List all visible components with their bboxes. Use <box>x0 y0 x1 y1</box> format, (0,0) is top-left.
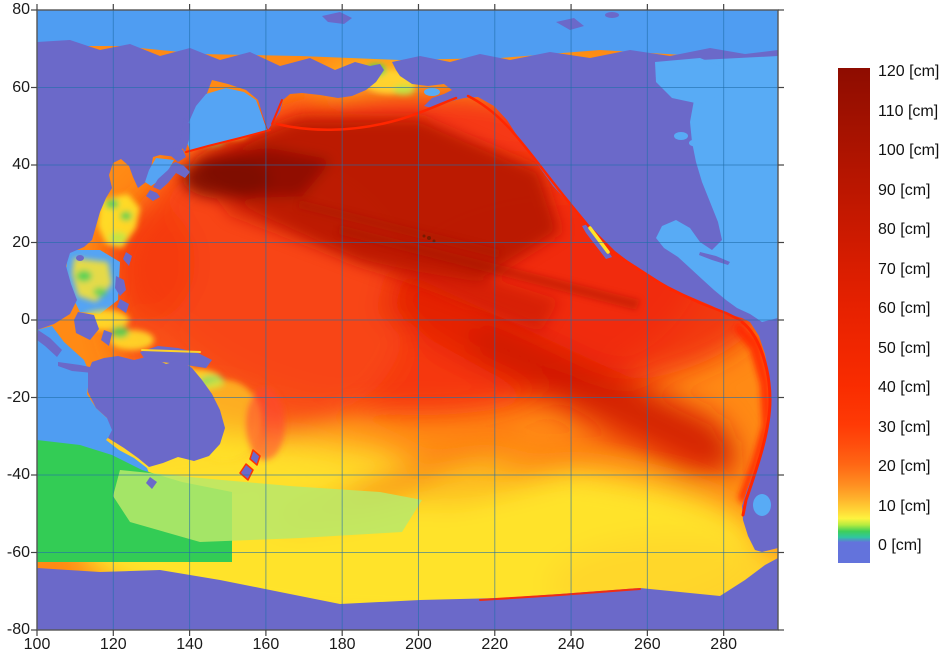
x-tick-label: 140 <box>176 636 203 653</box>
hawaii-island <box>427 236 431 240</box>
colorbar <box>838 68 870 563</box>
x-tick-label: 200 <box>405 636 432 653</box>
arctic-island-1 <box>322 12 352 24</box>
land-antarctica <box>37 558 778 630</box>
land-hokkaido <box>171 148 186 162</box>
mexico-coast-fringe <box>610 250 742 322</box>
land-luzon <box>115 276 126 296</box>
land-tasmania <box>146 477 157 489</box>
colorbar-tick-label: 10 [cm] <box>878 497 931 515</box>
colorbar-tick-label: 100 [cm] <box>878 142 940 159</box>
aleutian-fringe <box>275 96 458 132</box>
land-java <box>58 362 95 373</box>
new-guinea-fringe <box>141 349 201 353</box>
y-tick-label: -40 <box>6 466 30 483</box>
land-americas <box>392 48 778 552</box>
x-tick-label: 280 <box>710 636 738 653</box>
land-hainan <box>76 255 84 261</box>
y-tick-label: -60 <box>6 543 30 561</box>
argentina-gulf <box>753 494 771 516</box>
colorbar-tick-label: 70 [cm] <box>878 260 931 278</box>
colorbar-tick-label: 60 [cm] <box>878 300 931 317</box>
kamchatka-fringe <box>271 99 283 125</box>
antarctica-fringe <box>479 588 641 601</box>
colorbar-tick-label: 80 [cm] <box>878 221 931 238</box>
y-tick-label: 40 <box>12 156 30 173</box>
colorbar-tick-label: 120 [cm] <box>878 63 940 80</box>
x-tick-label: 240 <box>557 636 585 653</box>
land-kyushu <box>146 190 160 201</box>
colorbar-tick-label: 90 [cm] <box>878 181 931 199</box>
x-tick-label: 180 <box>328 636 356 653</box>
y-tick-label: 0 <box>21 311 30 328</box>
y-tick-label: 20 <box>12 233 30 251</box>
land-australia <box>88 356 225 467</box>
south-america-coast-fringe <box>740 320 772 517</box>
gridlines <box>37 10 778 630</box>
norton-sound <box>424 88 440 96</box>
gulf-of-california <box>588 226 610 254</box>
y-tick-label: -20 <box>6 388 30 406</box>
x-tick-label: 260 <box>634 636 661 653</box>
land-eurasia <box>37 40 384 330</box>
kuril-fringe <box>185 129 271 153</box>
atlantic-ocean <box>656 56 778 322</box>
colorbar-tick-label: 50 [cm] <box>878 339 931 357</box>
north-america-coast-fringe <box>466 94 608 249</box>
hawaii-island <box>422 234 426 238</box>
y-tick-label: 80 <box>12 1 30 18</box>
source-dark-red-fan <box>182 118 560 332</box>
colorbar-tick-label: 40 [cm] <box>878 379 931 396</box>
land-taiwan <box>123 252 132 266</box>
colorbar-tick-label: 30 [cm] <box>878 418 931 436</box>
caribbean-islands <box>699 252 730 265</box>
y-tick-label: 60 <box>12 78 30 96</box>
land-sakhalin <box>180 118 190 152</box>
arctic-island-2 <box>556 18 584 30</box>
y-tick-label: -80 <box>6 621 30 638</box>
colorbar-tick-label: 0 [cm] <box>878 537 922 554</box>
axis-ticks <box>31 4 784 636</box>
colorbar-tick-label: 20 [cm] <box>878 458 931 475</box>
hawaii-island <box>432 239 436 243</box>
great-lake-2 <box>689 139 701 147</box>
low-amplitude-bands <box>37 440 422 562</box>
colorbar-tick-label: 110 [cm] <box>878 102 939 120</box>
coastal-fringes <box>141 94 772 601</box>
x-tick-label: 220 <box>481 636 509 653</box>
land-mindanao <box>117 299 129 313</box>
x-tick-label: 120 <box>99 636 127 653</box>
sea-of-okhotsk <box>186 88 267 150</box>
arctic-ocean <box>37 10 778 60</box>
hudson-bay <box>655 58 730 104</box>
arctic-island-3 <box>605 12 619 18</box>
new-zealand-fringe <box>239 449 261 481</box>
land-honshu <box>153 162 190 190</box>
x-tick-label: 100 <box>23 636 51 653</box>
pacific-amplitude-field <box>37 10 778 630</box>
land-borneo <box>74 312 99 340</box>
land-sulawesi <box>101 330 112 346</box>
x-tick-label: 160 <box>252 636 280 653</box>
great-lake-1 <box>674 132 688 140</box>
land-sumatra <box>37 330 62 357</box>
